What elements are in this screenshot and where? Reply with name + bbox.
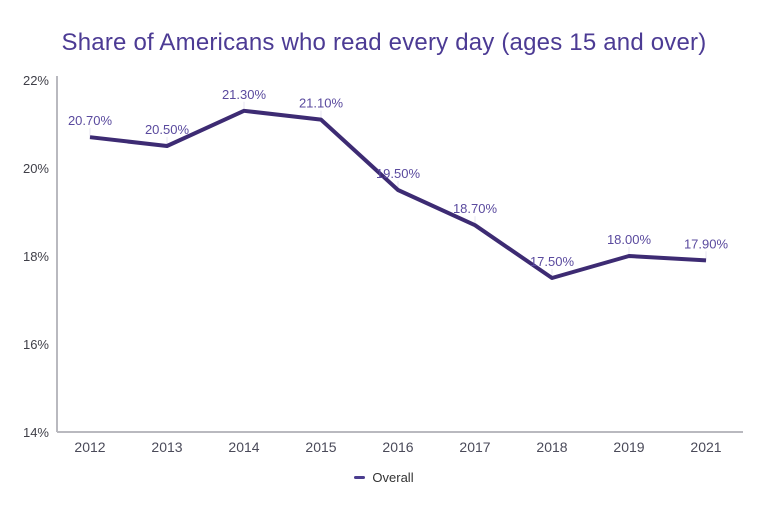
x-axis-tick-label: 2016 <box>382 439 413 455</box>
data-point-label: 21.30% <box>222 87 267 102</box>
data-point-label: 18.00% <box>607 232 652 247</box>
x-axis-tick-label: 2014 <box>228 439 259 455</box>
y-axis-tick-label: 20% <box>23 161 49 176</box>
data-point-label: 18.70% <box>453 201 498 216</box>
x-axis-tick-label: 2012 <box>74 439 105 455</box>
legend-line-marker-icon <box>354 476 366 479</box>
x-axis-tick-label: 2017 <box>459 439 490 455</box>
y-axis-tick-label: 14% <box>23 425 49 440</box>
data-point-label: 20.70% <box>68 113 113 128</box>
x-axis-tick-label: 2018 <box>536 439 567 455</box>
data-point-label: 20.50% <box>145 122 190 137</box>
x-axis-tick-label: 2021 <box>690 439 721 455</box>
data-point-label: 19.50% <box>376 166 421 181</box>
x-axis-tick-label: 2013 <box>151 439 182 455</box>
x-axis-tick-label: 2019 <box>613 439 644 455</box>
y-axis-tick-label: 16% <box>23 337 49 352</box>
series-line-overall <box>89 108 707 280</box>
x-axis-tick-label: 2015 <box>305 439 336 455</box>
legend-item-overall: Overall <box>354 470 414 485</box>
legend-label: Overall <box>372 470 414 485</box>
data-point-label: 21.10% <box>299 96 344 111</box>
y-axis-tick-label: 18% <box>23 249 49 264</box>
data-point-label: 17.90% <box>684 236 729 251</box>
legend: Overall <box>0 470 768 485</box>
data-point-label: 17.50% <box>530 254 575 269</box>
y-axis-tick-label: 22% <box>23 73 49 88</box>
chart-title: Share of Americans who read every day (a… <box>61 29 707 56</box>
